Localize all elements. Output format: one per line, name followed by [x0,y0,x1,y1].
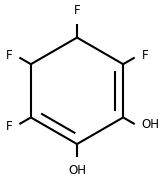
Text: OH: OH [68,164,86,177]
Text: OH: OH [141,119,159,132]
Text: F: F [6,120,13,133]
Text: F: F [74,4,80,17]
Text: F: F [6,49,13,62]
Text: F: F [141,49,148,62]
